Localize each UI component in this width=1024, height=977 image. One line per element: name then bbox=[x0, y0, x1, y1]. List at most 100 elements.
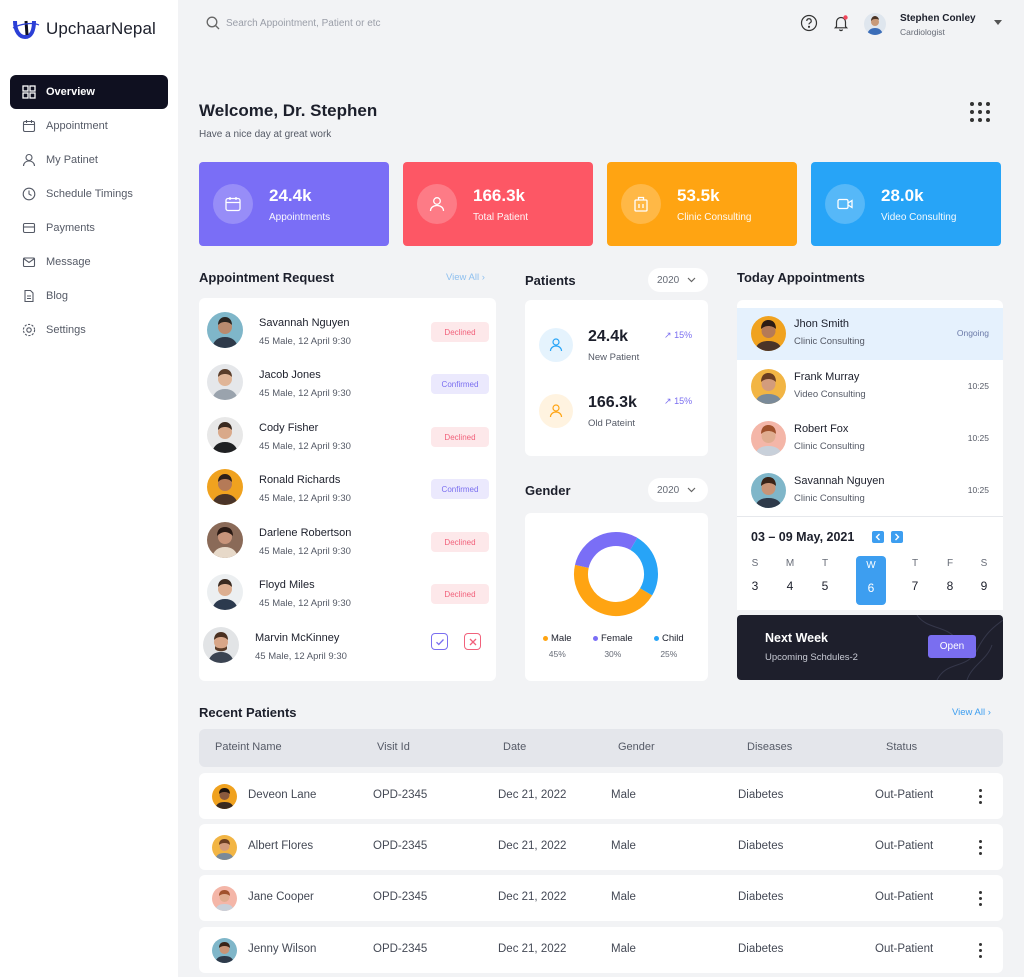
sidebar-item-payments[interactable]: Payments bbox=[10, 211, 168, 245]
consult-type: Clinic Consulting bbox=[794, 441, 865, 452]
cell-visit-id: OPD-2345 bbox=[373, 891, 428, 903]
list-item[interactable]: Savannah Nguyen Clinic Consulting 10:25 bbox=[737, 465, 1003, 517]
patient-details: 45 Male, 12 April 9:30 bbox=[259, 336, 351, 347]
open-button[interactable]: Open bbox=[928, 635, 976, 658]
table-row[interactable]: Deveon Lane OPD-2345 Dec 21, 2022 Male D… bbox=[199, 773, 1003, 819]
stat-card-video-consulting[interactable]: 28.0k Video Consulting bbox=[811, 162, 1001, 246]
list-item[interactable]: Cody Fisher 45 Male, 12 April 9:30 Decli… bbox=[199, 403, 496, 455]
more-options-icon[interactable] bbox=[979, 789, 982, 804]
view-all-link[interactable]: View All › bbox=[446, 272, 485, 283]
avatar bbox=[207, 469, 243, 505]
avatar bbox=[207, 522, 243, 558]
sidebar-item-overview[interactable]: Overview bbox=[10, 75, 168, 109]
more-options-icon[interactable] bbox=[979, 840, 982, 855]
apps-grid-icon[interactable] bbox=[970, 102, 990, 122]
legend-percent: 30% bbox=[604, 649, 622, 659]
day-name: S bbox=[751, 558, 759, 569]
year-select[interactable]: 2020 bbox=[648, 268, 708, 292]
patients-card: 24.4k New Patient ↗ 15% 166.3k Old Patei… bbox=[525, 300, 708, 456]
view-all-link[interactable]: View All › bbox=[952, 707, 991, 718]
accept-button[interactable] bbox=[431, 633, 448, 650]
chevron-right-icon: › bbox=[481, 272, 485, 283]
cell-gender: Male bbox=[611, 943, 636, 955]
chevron-down-icon[interactable] bbox=[994, 20, 1002, 25]
next-week-title: Next Week bbox=[765, 631, 828, 645]
legend-female: Female 30% bbox=[593, 633, 633, 659]
patient-name: Ronald Richards bbox=[259, 474, 341, 486]
list-item[interactable]: Floyd Miles 45 Male, 12 April 9:30 Decli… bbox=[199, 560, 496, 612]
avatar bbox=[207, 417, 243, 453]
calendar-icon bbox=[213, 184, 253, 224]
brand-name: UpchaarNepal bbox=[46, 19, 156, 38]
list-item[interactable]: Savannah Nguyen 45 Male, 12 April 9:30 D… bbox=[199, 298, 496, 350]
day-number: 8 bbox=[946, 579, 954, 593]
search-icon bbox=[206, 16, 220, 30]
sidebar-item-label: Blog bbox=[46, 290, 69, 302]
patient-name: Darlene Robertson bbox=[259, 527, 352, 539]
user-icon bbox=[22, 153, 36, 167]
sidebar-item-schedule-timings[interactable]: Schedule Timings bbox=[10, 177, 168, 211]
recent-patients-title: Recent Patients bbox=[199, 705, 297, 720]
prev-week-button[interactable] bbox=[872, 531, 884, 543]
next-week-card: Next Week Upcoming Schdules-2 Open bbox=[737, 615, 1003, 680]
donut-slice-child bbox=[629, 537, 658, 596]
sidebar: UpchaarNepal Overview Appointment My Pat… bbox=[0, 0, 178, 977]
list-item[interactable]: Robert Fox Clinic Consulting 10:25 bbox=[737, 413, 1003, 465]
status-badge: Declined bbox=[431, 584, 489, 604]
patient-details: 45 Male, 12 April 9:30 bbox=[259, 546, 351, 557]
table-row[interactable]: Albert Flores OPD-2345 Dec 21, 2022 Male… bbox=[199, 824, 1003, 870]
day-name: W bbox=[866, 560, 876, 571]
year-select[interactable]: 2020 bbox=[648, 478, 708, 502]
list-item[interactable]: Marvin McKinney 45 Male, 12 April 9:30 bbox=[199, 613, 496, 665]
year-value: 2020 bbox=[657, 484, 680, 496]
search-input[interactable]: Search Appointment, Patient or etc bbox=[206, 16, 381, 30]
avatar[interactable] bbox=[864, 13, 886, 35]
day-name: M bbox=[785, 558, 795, 569]
brand-logo[interactable]: UpchaarNepal bbox=[12, 18, 156, 40]
cell-visit-id: OPD-2345 bbox=[373, 789, 428, 801]
stat-card-clinic-consulting[interactable]: 53.5k Clinic Consulting bbox=[607, 162, 797, 246]
table-row[interactable]: Jenny Wilson OPD-2345 Dec 21, 2022 Male … bbox=[199, 927, 1003, 973]
cell-disease: Diabetes bbox=[738, 840, 784, 852]
day-name: T bbox=[821, 558, 829, 569]
stat-card-total-patient[interactable]: 166.3k Total Patient bbox=[403, 162, 593, 246]
stat-value: 28.0k bbox=[881, 185, 924, 205]
consult-type: Video Consulting bbox=[794, 389, 866, 400]
next-week-button[interactable] bbox=[891, 531, 903, 543]
sidebar-item-appointment[interactable]: Appointment bbox=[10, 109, 168, 143]
list-item[interactable]: Frank Murray Video Consulting 10:25 bbox=[737, 361, 1003, 413]
trend-up-icon: ↗ bbox=[664, 396, 672, 406]
table-row[interactable]: Jane Cooper OPD-2345 Dec 21, 2022 Male D… bbox=[199, 875, 1003, 921]
list-item[interactable]: Ronald Richards 45 Male, 12 April 9:30 C… bbox=[199, 455, 496, 507]
list-item[interactable]: Jacob Jones 45 Male, 12 April 9:30 Confi… bbox=[199, 350, 496, 402]
decline-button[interactable] bbox=[464, 633, 481, 650]
more-options-icon[interactable] bbox=[979, 943, 982, 958]
column-header: Status bbox=[886, 741, 918, 753]
sidebar-item-message[interactable]: Message bbox=[10, 245, 168, 279]
video-icon bbox=[825, 184, 865, 224]
cell-gender: Male bbox=[611, 840, 636, 852]
sidebar-item-blog[interactable]: Blog bbox=[10, 279, 168, 313]
building-icon bbox=[621, 184, 661, 224]
user-info[interactable]: Stephen Conley Cardiologist bbox=[900, 13, 976, 37]
sidebar-item-settings[interactable]: Settings bbox=[10, 313, 168, 347]
patient-details: 45 Male, 12 April 9:30 bbox=[259, 388, 351, 399]
bell-icon[interactable] bbox=[832, 14, 850, 32]
patient-name: Robert Fox bbox=[794, 423, 849, 435]
list-item[interactable]: Jhon Smith Clinic Consulting Ongoing bbox=[737, 308, 1003, 360]
status-badge: Confirmed bbox=[431, 479, 489, 499]
sidebar-item-my-patinet[interactable]: My Patinet bbox=[10, 143, 168, 177]
appointment-time: 10:25 bbox=[967, 485, 989, 495]
donut-slice-male bbox=[574, 564, 653, 616]
list-item[interactable]: Darlene Robertson 45 Male, 12 April 9:30… bbox=[199, 508, 496, 560]
stat-card-appointments[interactable]: 24.4k Appointments bbox=[199, 162, 389, 246]
help-icon[interactable] bbox=[800, 14, 818, 32]
more-options-icon[interactable] bbox=[979, 891, 982, 906]
